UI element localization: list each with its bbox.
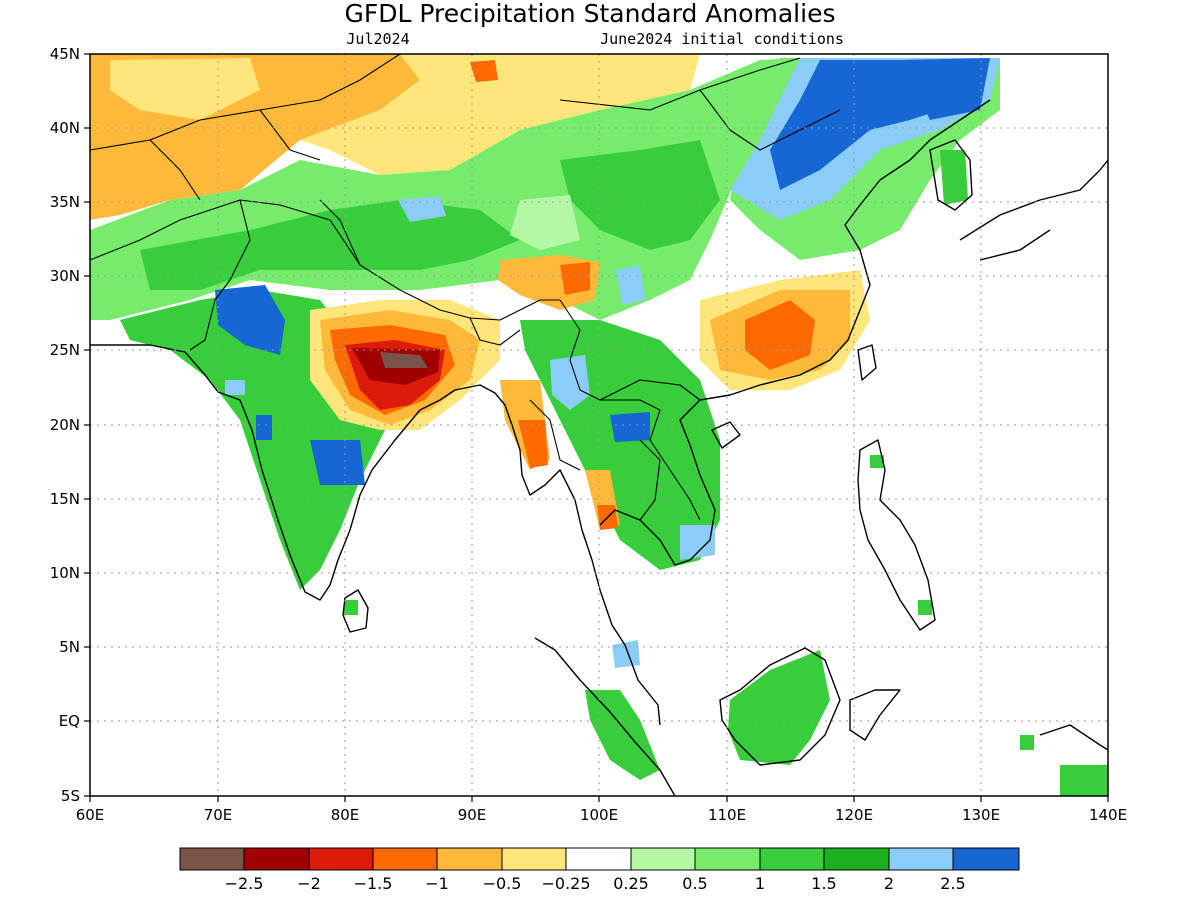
colorbar-swatch: [694, 847, 761, 871]
map-title: GFDL Precipitation Standard Anomalies: [345, 0, 836, 28]
lat-label: 5S: [61, 787, 80, 805]
coastline-sulawesi: [849, 689, 901, 741]
colorbar-label: 1.5: [811, 874, 836, 893]
coastline-japan: [959, 159, 1108, 261]
lat-label: EQ: [59, 712, 80, 730]
colorbar-label: 0.25: [613, 874, 649, 893]
colorbar-swatch: [630, 847, 696, 871]
anomaly-region: [612, 640, 640, 668]
coastline-sumatra: [534, 637, 676, 796]
lat-label: 25N: [50, 341, 80, 359]
colorbar-label: −2: [297, 874, 321, 893]
colorbar-label: 0.5: [682, 874, 707, 893]
initial-conditions-label: June2024 initial conditions: [600, 30, 844, 48]
anomaly-region: [1060, 765, 1108, 796]
anomaly-region: [728, 650, 830, 765]
anomaly-region: [470, 60, 498, 82]
anomaly-region: [560, 262, 590, 295]
coastline-sri-lanka: [342, 589, 369, 633]
anomaly-region: [110, 58, 260, 120]
lon-label: 70E: [204, 806, 233, 824]
anomaly-region: [215, 285, 285, 355]
anomaly-field: [90, 54, 1108, 796]
colorbar-label: 2.5: [940, 874, 965, 893]
anomaly-region: [344, 600, 358, 615]
colorbar-label: 2: [884, 874, 894, 893]
lon-label: 60E: [76, 806, 105, 824]
lat-label: 30N: [50, 267, 80, 285]
anomaly-region: [300, 54, 700, 175]
valid-month-label: Jul2024: [346, 30, 409, 48]
anomaly-region: [510, 195, 580, 250]
colorbar-swatch: [243, 847, 310, 871]
anomaly-region: [745, 300, 815, 370]
colorbar-label: 1: [755, 874, 765, 893]
lat-label: 5N: [59, 638, 80, 656]
anomaly-region: [550, 355, 590, 410]
lat-label: 10N: [50, 564, 80, 582]
anomaly-region: [900, 58, 990, 120]
colorbar-swatch: [952, 847, 1020, 871]
anomaly-region: [680, 525, 715, 560]
coastline-indochina: [599, 99, 991, 566]
colorbar-swatch: [501, 847, 567, 871]
anomaly-region: [560, 140, 720, 250]
lat-label: 15N: [50, 490, 80, 508]
colorbar-swatch: [565, 847, 632, 871]
colorbar-label: −0.5: [483, 874, 522, 893]
coastline-borneo: [719, 647, 841, 766]
colorbar-swatch: [308, 847, 374, 871]
colorbar-swatch: [436, 847, 503, 871]
border-lines: [90, 54, 841, 521]
latitude-labels: 45N 40N 35N 30N 25N 20N 15N 10N 5N EQ 5S: [50, 45, 80, 805]
colorbar: −2.5 −2 −1.5 −1 −0.5 −0.25 0.25 0.5 1 1.…: [179, 847, 1020, 893]
longitude-labels: 60E 70E 80E 90E 100E 110E 120E 130E 140E: [76, 806, 1127, 824]
coastlines: [90, 54, 1108, 796]
anomaly-region: [310, 440, 365, 485]
lon-label: 140E: [1089, 806, 1127, 824]
anomaly-region: [140, 200, 520, 290]
anomaly-region: [918, 600, 932, 615]
colorbar-label: −0.25: [541, 874, 590, 893]
colorbar-swatch: [759, 847, 825, 871]
coastline-philippines: [857, 439, 936, 631]
lat-label: 35N: [50, 193, 80, 211]
anomaly-region: [585, 690, 660, 780]
lon-label: 120E: [835, 806, 873, 824]
colorbar-swatch: [888, 847, 954, 871]
colorbar-label: −2.5: [225, 874, 264, 893]
lat-label: 20N: [50, 416, 80, 434]
lat-label: 45N: [50, 45, 80, 63]
anomaly-region: [870, 455, 884, 468]
gridlines: [90, 54, 1108, 796]
colorbar-label: −1: [425, 874, 449, 893]
anomaly-region: [610, 412, 650, 442]
anomaly-region: [1020, 735, 1034, 750]
lon-label: 100E: [580, 806, 618, 824]
colorbar-label: −1.5: [354, 874, 393, 893]
lon-label: 80E: [331, 806, 360, 824]
anomaly-region: [380, 352, 428, 368]
anomaly-region: [256, 415, 272, 440]
anomaly-region: [940, 150, 968, 205]
coastline-taiwan: [857, 344, 877, 381]
coastline-south-asia: [90, 344, 661, 726]
colorbar-swatch: [372, 847, 438, 871]
lat-label: 40N: [50, 119, 80, 137]
coastline-new-guinea: [1039, 724, 1108, 751]
anomaly-region: [518, 420, 548, 468]
lon-label: 90E: [458, 806, 487, 824]
lon-label: 110E: [708, 806, 746, 824]
anomaly-region: [225, 380, 245, 395]
coastline-hainan: [711, 421, 741, 449]
coastline-korea: [929, 139, 973, 211]
anomaly-region: [616, 265, 645, 305]
colorbar-swatch: [179, 847, 245, 871]
lon-label: 130E: [962, 806, 1000, 824]
colorbar-swatch: [823, 847, 890, 871]
